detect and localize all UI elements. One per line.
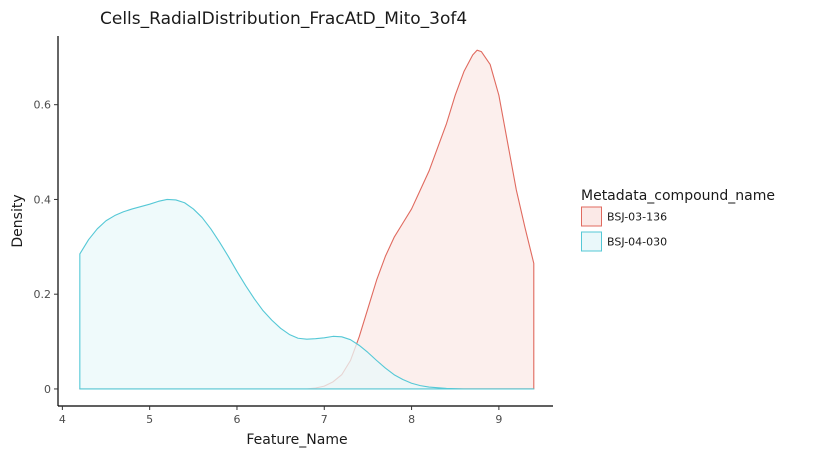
legend-title: Metadata_compound_name [581, 188, 775, 204]
x-tick-label: 7 [321, 413, 328, 426]
y-axis-title: Density [10, 194, 26, 247]
y-tick-label: 0.6 [34, 99, 52, 112]
y-tick-label: 0 [44, 383, 51, 396]
x-tick-label: 8 [408, 413, 415, 426]
x-axis-title: Feature_Name [246, 432, 347, 448]
y-tick-label: 0.4 [34, 193, 52, 206]
x-tick-label: 6 [233, 413, 240, 426]
density-area-2 [79, 199, 534, 389]
plot-area [79, 49, 535, 390]
legend-label-1: BSJ-03-136 [607, 211, 667, 224]
legend-key-2 [581, 231, 602, 252]
x-tick-label: 9 [495, 413, 502, 426]
density-curve-2 [79, 198, 535, 390]
y-tick-label: 0.2 [34, 288, 52, 301]
x-axis: 4 5 6 7 8 9 [58, 405, 553, 426]
x-tick-label: 4 [59, 413, 66, 426]
density-area-1 [79, 50, 534, 389]
legend-label-2: BSJ-04-030 [607, 236, 667, 249]
chart-title: Cells_RadialDistribution_FracAtD_Mito_3o… [100, 9, 467, 29]
x-tick-label: 5 [146, 413, 153, 426]
y-axis: 0 0.2 0.4 0.6 [34, 36, 59, 406]
legend-key-1 [581, 206, 602, 227]
legend: Metadata_compound_name BSJ-03-136 BSJ-04-… [581, 188, 775, 252]
